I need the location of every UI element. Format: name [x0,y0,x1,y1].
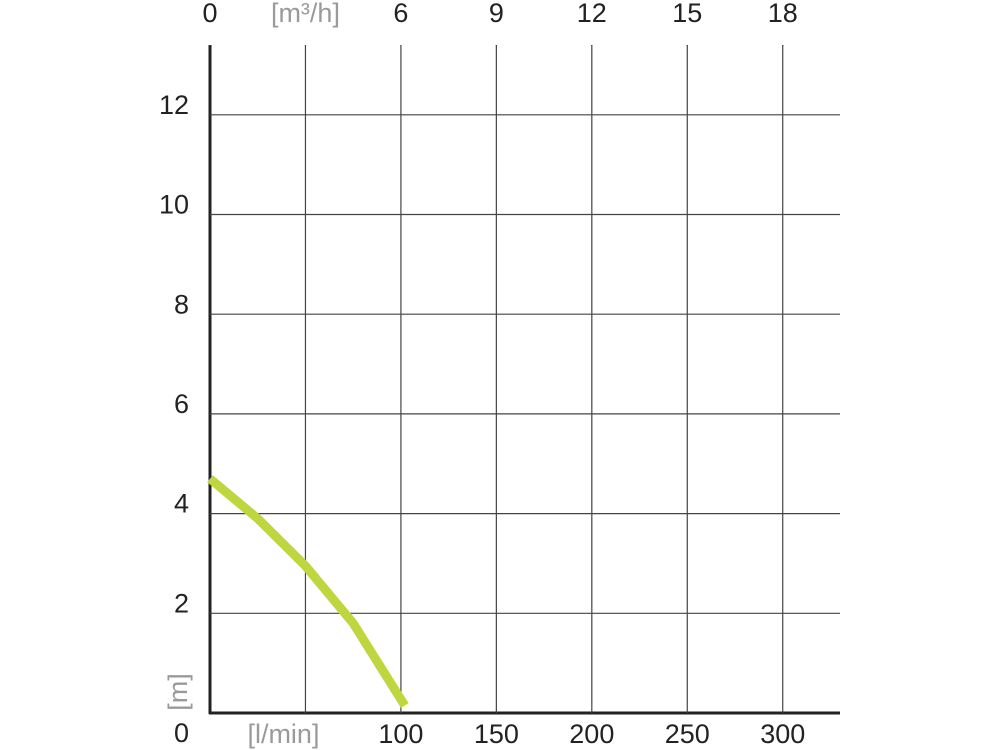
y-tick-label: 4 [174,489,189,519]
x-tick-label: [l/min] [247,719,319,749]
y-tick-label: 8 [174,289,189,319]
curve [207,475,409,708]
x-tick-label: 200 [569,719,614,749]
x2-tick-label: 0 [202,0,217,28]
x-tick-label: 250 [665,719,710,749]
x2-tick-label: 9 [489,0,504,28]
x-tick-label: 150 [474,719,519,749]
x2-tick-label: 15 [672,0,702,28]
x2-tick-label: 18 [768,0,798,28]
x2-tick-label: [m³/h] [271,0,340,28]
y-tick-label: 10 [159,190,189,220]
y-axis-label: [m] [163,673,193,711]
x2-tick-label: 12 [577,0,607,28]
x-tick-label: 100 [378,719,423,749]
x-tick-label: 300 [760,719,805,749]
y-tick-label: 2 [174,588,189,618]
y-tick-label: 12 [159,90,189,120]
x2-tick-label: 6 [393,0,408,28]
y-tick-label: 0 [174,718,189,748]
y-tick-label: 6 [174,389,189,419]
